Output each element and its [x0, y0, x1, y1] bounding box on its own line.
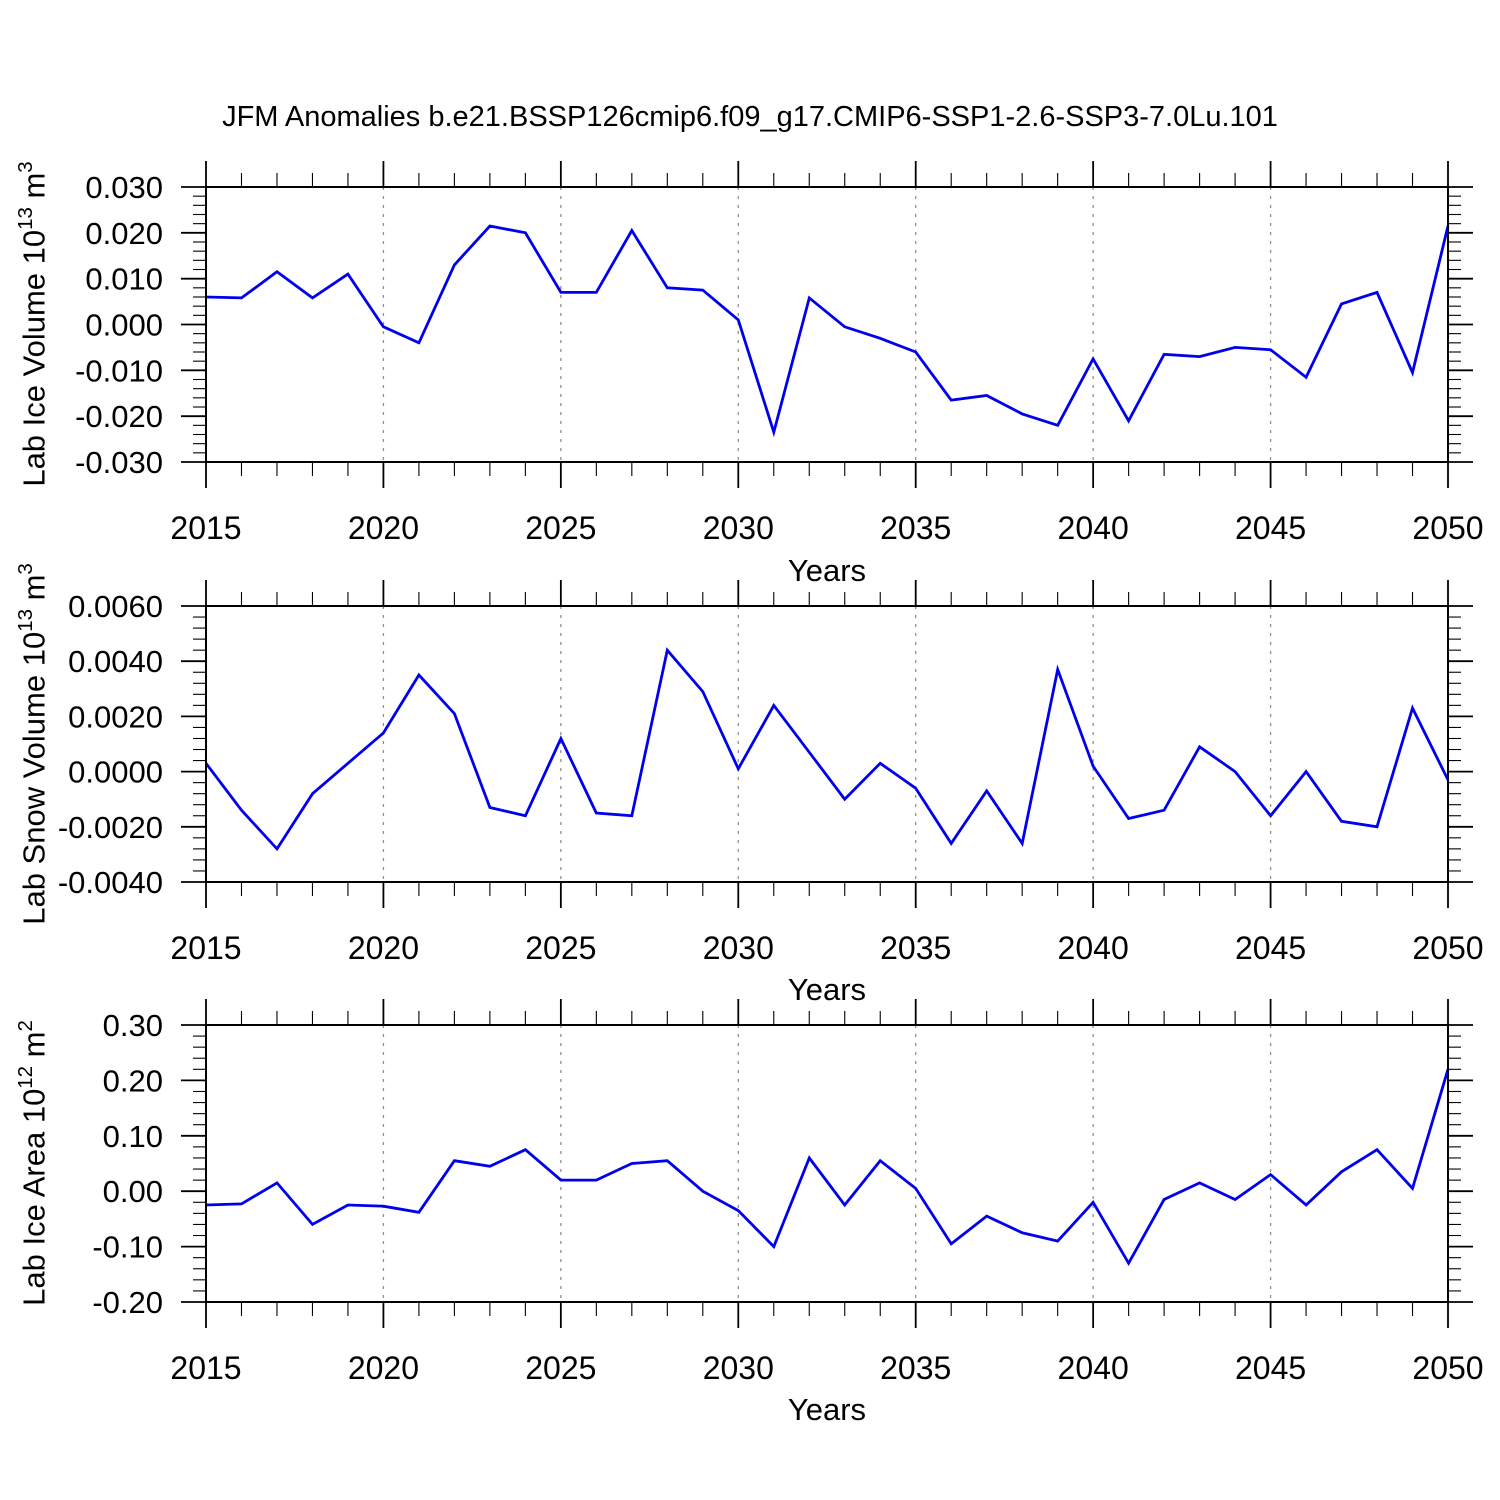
plot-frame	[205, 1024, 1449, 1303]
data-line	[205, 1068, 1450, 1267]
x-tick-label: 2020	[348, 930, 419, 966]
panel-lab-snow-volume: 2015 2020 2025 2030 2035 2040 2045 2050 0.0060 0.…	[58, 580, 1484, 966]
y-axis-title-exponent: 12	[14, 1065, 37, 1089]
y-tick-label: -0.020	[75, 399, 163, 434]
data-line	[205, 224, 1450, 438]
y-tick-label: 0.030	[85, 170, 163, 205]
y-axis-title-unit-exponent: 2	[14, 1020, 37, 1032]
x-tick-label: 2025	[525, 930, 596, 966]
x-tick-label: 2040	[1058, 1350, 1129, 1386]
y-tick-label: -0.0040	[58, 865, 163, 900]
y-axis-title-unit: m	[16, 574, 52, 610]
y-axis-title-text: Lab Ice Area 10	[16, 1088, 52, 1306]
y-tick-label: -0.010	[75, 353, 163, 388]
y-axis-title-exponent: 13	[14, 609, 37, 632]
x-tick-label: 2040	[1058, 930, 1129, 966]
y-tick-label: -0.20	[92, 1285, 163, 1320]
y-axis-title-unit-exponent: 3	[14, 563, 37, 575]
data-line	[204, 647, 1450, 852]
y-tick-label: 0.00	[103, 1174, 163, 1209]
x-tick-label: 2025	[525, 510, 596, 546]
x-tick-label: 2050	[1412, 930, 1483, 966]
y-axis-title-text: Lab Ice Volume 10	[16, 229, 52, 487]
y-tick-label: 0.0060	[68, 589, 163, 624]
y-tick-label: 0.020	[85, 216, 163, 251]
y-tick-label: -0.10	[92, 1230, 163, 1265]
y-tick-label: 0.0020	[68, 699, 163, 734]
x-tick-label: 2030	[703, 510, 774, 546]
x-tick-label: 2015	[170, 1350, 241, 1386]
x-tick-label: 2045	[1235, 930, 1306, 966]
x-axis-title-panel-3: Years	[787, 1392, 867, 1427]
x-tick-label: 2030	[703, 1350, 774, 1386]
y-tick-label: 0.000	[85, 308, 163, 343]
y-axis-title-text: Lab Snow Volume 10	[16, 631, 52, 925]
x-tick-label: 2040	[1058, 510, 1129, 546]
y-tick-label: 0.20	[103, 1063, 163, 1098]
plot-frame	[205, 186, 1449, 463]
x-tick-label: 2035	[880, 1350, 951, 1386]
x-tick-label: 2015	[170, 510, 241, 546]
y-tick-label: 0.0000	[68, 755, 163, 790]
x-tick-label: 2050	[1412, 1350, 1483, 1386]
panel-lab-ice-volume: 2015 2020 2025 2030 2035 2040 2045 2050 0.030 0.0…	[75, 161, 1484, 546]
y-tick-label: 0.30	[103, 1008, 163, 1043]
page-title: JFM Anomalies b.e21.BSSP126cmip6.f09_g17…	[222, 101, 1278, 133]
x-tick-label: 2020	[348, 510, 419, 546]
plot-frame	[205, 605, 1449, 883]
y-axis-title-ice-area: Lab Ice Area 1012 m2	[5, 913, 52, 1413]
y-tick-label: 0.010	[85, 262, 163, 297]
x-tick-label: 2050	[1412, 510, 1483, 546]
y-tick-label: 0.0040	[68, 644, 163, 679]
panel-lab-ice-area: 2015 2020 2025 2030 2035 2040 2045 2050 0.30 0.20…	[92, 999, 1484, 1386]
y-tick-label: 0.10	[103, 1119, 163, 1154]
x-tick-label: 2045	[1235, 1350, 1306, 1386]
x-tick-label: 2035	[880, 510, 951, 546]
y-tick-label: -0.030	[75, 445, 163, 480]
x-tick-label: 2015	[170, 930, 241, 966]
y-tick-label: -0.0020	[58, 810, 163, 845]
x-axis-title-panel-1: Years	[787, 553, 867, 588]
x-tick-label: 2020	[348, 1350, 419, 1386]
x-axis-title-panel-2: Years	[787, 972, 867, 1007]
x-tick-label: 2030	[703, 930, 774, 966]
x-tick-label: 2035	[880, 930, 951, 966]
y-axis-title-unit: m	[16, 172, 52, 208]
y-axis-title-exponent: 13	[14, 207, 37, 230]
x-tick-label: 2025	[525, 1350, 596, 1386]
y-axis-title-unit-exponent: 3	[14, 161, 37, 173]
x-tick-label: 2045	[1235, 510, 1306, 546]
y-axis-title-unit: m	[16, 1031, 52, 1066]
